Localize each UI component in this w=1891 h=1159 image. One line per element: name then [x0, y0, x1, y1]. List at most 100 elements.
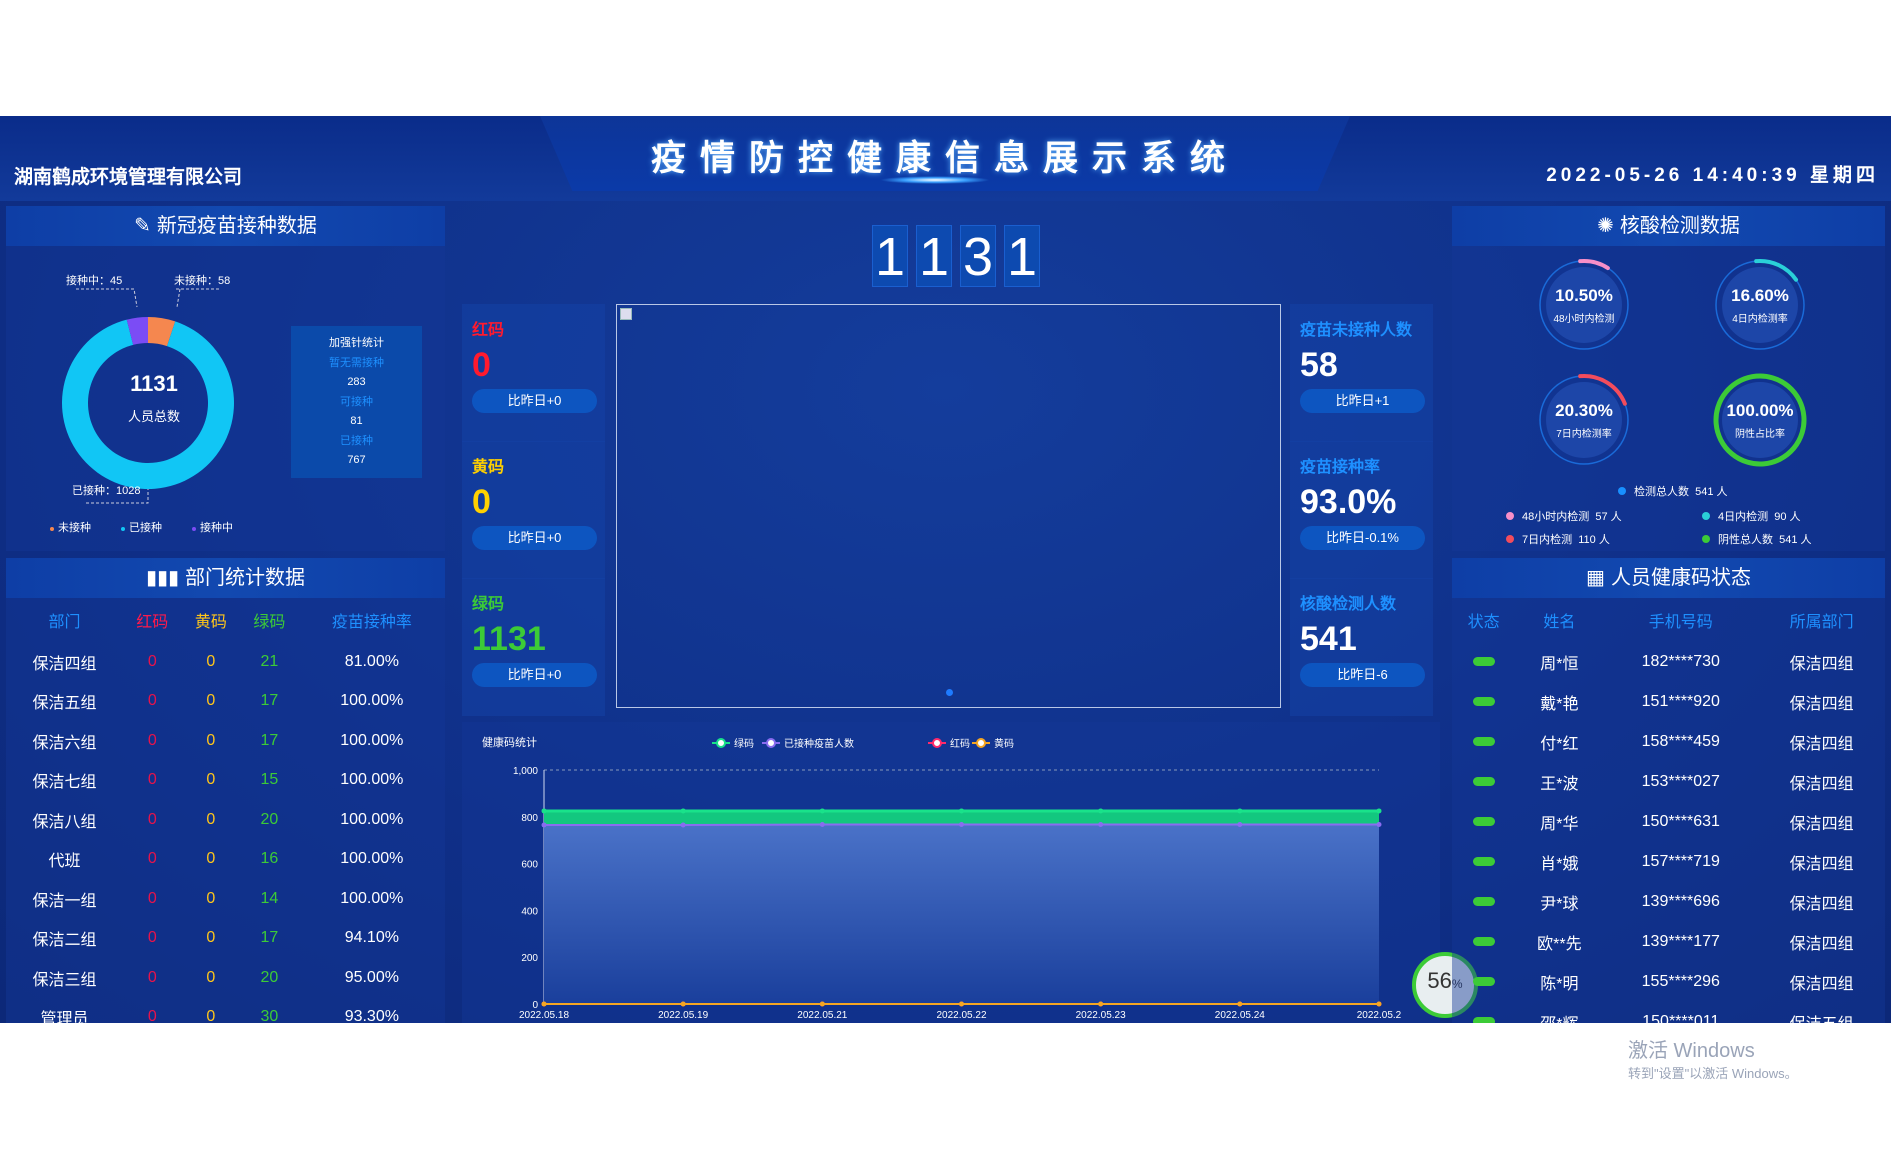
series-area: [544, 824, 1379, 1004]
table-cell: 17: [260, 692, 279, 710]
table-row: 保洁二组 0 0 17 94.10%: [6, 919, 445, 959]
data-point[interactable]: [680, 808, 686, 814]
data-point[interactable]: [959, 808, 964, 814]
stat-label: 疫苗未接种人数: [1300, 322, 1413, 339]
booster-title: 加强针统计: [329, 337, 384, 349]
status-cell: [1452, 922, 1515, 962]
legend-item[interactable]: 已接种: [121, 519, 162, 535]
x-tick-label: 2022.05.2: [1357, 1010, 1402, 1021]
table-cell: 0: [147, 929, 157, 947]
table-row[interactable]: 周*恒 182****730 保洁四组: [1452, 642, 1885, 682]
table-row[interactable]: 周*华 150****631 保洁四组: [1452, 802, 1885, 842]
legend-item: 7日内检测 110 人: [1506, 531, 1610, 547]
donut-slice[interactable]: [62, 319, 235, 489]
rate-ring: 16.60% 4日内检测率: [1713, 258, 1807, 352]
series-area: [544, 810, 1379, 825]
legend-marker[interactable]: [932, 738, 942, 748]
table-row: 保洁一组 0 0 14 100.00%: [6, 879, 445, 919]
table-row[interactable]: 付*红 158****459 保洁四组: [1452, 722, 1885, 762]
table-cell: 158****459: [1641, 733, 1720, 750]
ring-label: 48小时内检测: [1553, 314, 1615, 325]
panel-title: ✺ 核酸检测数据: [1452, 206, 1885, 246]
table-cell: 94.10%: [344, 929, 399, 947]
table-cell: 100.00%: [340, 731, 404, 749]
table-cell: 100.00%: [340, 810, 404, 828]
data-point[interactable]: [680, 822, 686, 828]
data-point[interactable]: [1376, 1001, 1382, 1007]
data-point[interactable]: [819, 1001, 825, 1007]
table-row[interactable]: 欧**先 139****177 保洁四组: [1452, 922, 1885, 962]
data-point[interactable]: [1237, 808, 1243, 814]
dept-table: 部门 红码 黄码 绿码 疫苗接种率 保洁四组 0 0 21 81.00% 保洁五组 0 0 17 100.0…: [6, 598, 445, 1023]
data-point[interactable]: [1237, 1001, 1243, 1007]
table-cell: 戴*艳: [1540, 696, 1579, 713]
counter-digit: 1: [916, 225, 952, 287]
table-row: 代班 0 0 16 100.00%: [6, 840, 445, 880]
stat-label: 核酸检测人数: [1300, 596, 1397, 613]
dept-panel: ▮▮▮ 部门统计数据 部门 红码 黄码 绿码 疫苗接种率 保洁四组 0 0 21 81.00% 保洁五…: [6, 558, 445, 1023]
legend-label: 检测总人数: [1634, 486, 1689, 498]
booster-label: 暂无需接种: [329, 356, 384, 369]
legend-label: 已接种: [129, 522, 162, 534]
data-point[interactable]: [1098, 808, 1104, 814]
company-name: 湖南鹤成环境管理有限公司: [14, 167, 243, 188]
data-point[interactable]: [541, 808, 547, 814]
booster-label: 可接种: [340, 395, 373, 408]
carousel-dot[interactable]: [946, 689, 953, 696]
datetime: 2022-05-26 14:40:39 星期四: [1546, 165, 1879, 186]
data-point[interactable]: [1237, 822, 1243, 828]
table-row[interactable]: 戴*艳 151****920 保洁四组: [1452, 682, 1885, 722]
table-cell: 0: [206, 968, 216, 986]
ring-label: 阴性占比率: [1735, 429, 1785, 440]
panel-title: ▦ 人员健康码状态: [1452, 558, 1885, 598]
progress-widget[interactable]: 56%: [1412, 952, 1478, 1018]
table-cell: 155****296: [1641, 973, 1720, 990]
table-row[interactable]: 尹*球 139****696 保洁四组: [1452, 882, 1885, 922]
table-cell: 21: [260, 652, 279, 670]
leader-line: [76, 288, 138, 308]
ring-gauge: [1714, 259, 1806, 352]
donut-label: 已接种：1028: [72, 483, 140, 497]
y-tick-label: 400: [521, 906, 538, 917]
data-point[interactable]: [1098, 1001, 1104, 1007]
donut-label: 未接种：58: [174, 273, 230, 287]
legend-marker[interactable]: [716, 738, 726, 748]
nucleic-title: 核酸检测数据: [1619, 215, 1740, 237]
data-point[interactable]: [541, 1001, 547, 1007]
green-status-indicator: [1472, 897, 1495, 906]
table-cell: 0: [206, 1008, 216, 1023]
data-point[interactable]: [680, 1001, 686, 1007]
image-carousel[interactable]: [616, 304, 1281, 708]
data-point[interactable]: [819, 822, 825, 828]
table-cell: 0: [206, 692, 216, 710]
legend-item: 检测总人数 541 人: [1618, 483, 1728, 499]
vaccine-panel: ✎ 新冠疫苗接种数据 未接种：58 已接种：1028 接种中：45 1131 人员总数…: [6, 206, 445, 551]
legend-marker[interactable]: [976, 738, 986, 748]
table-row[interactable]: 陈*明 155****296 保洁四组: [1452, 962, 1885, 1002]
data-point[interactable]: [959, 822, 964, 828]
legend-marker[interactable]: [766, 738, 776, 748]
data-point[interactable]: [541, 822, 547, 828]
stat-value: 1131: [472, 620, 546, 658]
chart-title: 健康码统计: [482, 735, 537, 749]
donut-slice[interactable]: [126, 317, 148, 345]
panel-title: ▮▮▮ 部门统计数据: [6, 558, 445, 598]
table-cell: 0: [147, 889, 157, 907]
table-row[interactable]: 肖*娥 157****719 保洁四组: [1452, 842, 1885, 882]
donut-slice[interactable]: [148, 317, 176, 347]
data-point[interactable]: [1376, 808, 1382, 814]
data-point[interactable]: [1376, 822, 1382, 828]
legend-item[interactable]: 接种中: [192, 519, 233, 535]
table-cell: 保洁二组: [32, 932, 97, 950]
legend-item[interactable]: 未接种: [50, 519, 91, 535]
x-tick-label: 2022.05.22: [936, 1010, 986, 1021]
table-row[interactable]: 王*波 153****027 保洁四组: [1452, 762, 1885, 802]
table-cell: 0: [206, 652, 216, 670]
green-status-indicator: [1472, 777, 1495, 786]
table-cell: 周*华: [1540, 816, 1579, 833]
data-point[interactable]: [959, 1001, 964, 1007]
ring-progress: [1538, 259, 1630, 352]
table-row[interactable]: 邵*辉 150****011 保洁五组: [1452, 1002, 1885, 1023]
data-point[interactable]: [1098, 822, 1104, 828]
data-point[interactable]: [819, 808, 825, 814]
